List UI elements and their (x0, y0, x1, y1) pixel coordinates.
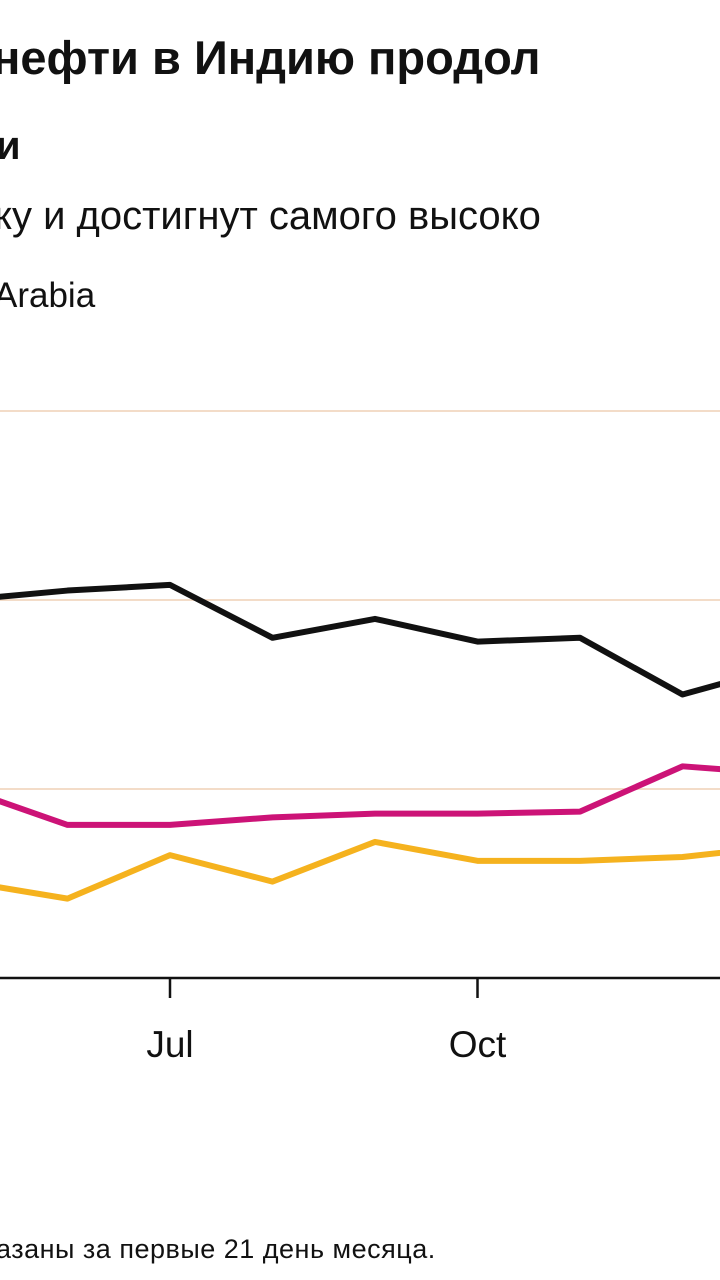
x-tick-label: Jul (146, 1024, 193, 1065)
data-point (477, 813, 478, 815)
data-point (169, 584, 171, 586)
data-point (682, 765, 683, 767)
data-point (169, 854, 171, 856)
data-point (272, 816, 273, 818)
data-point (682, 694, 683, 695)
data-point (682, 856, 683, 858)
series-line-1 (0, 581, 720, 698)
x-axis: Jul Oct (0, 976, 720, 1065)
data-point (477, 641, 478, 643)
chart-subtitle: ку и достигнут самого высоко (0, 194, 541, 238)
series-lines (0, 581, 720, 902)
data-point (272, 881, 273, 883)
x-tick-label: Oct (449, 1024, 507, 1065)
chart-title: нефти в Индию продол (0, 31, 541, 84)
gridlines (0, 410, 720, 790)
chart-title-line2: и (0, 124, 21, 168)
data-point (374, 618, 376, 620)
legend-label: Arabia (0, 276, 96, 315)
data-point (477, 860, 478, 862)
data-point (67, 590, 68, 592)
data-point (579, 637, 581, 639)
series-line-2 (0, 763, 720, 828)
data-point (272, 637, 273, 639)
series-line-3 (0, 838, 720, 902)
data-point (579, 811, 581, 813)
data-point (67, 898, 68, 900)
data-point (579, 860, 581, 862)
data-point (374, 841, 376, 843)
data-point (169, 824, 171, 826)
footnote: азаны за первые 21 день месяца. (0, 1234, 436, 1264)
data-point (67, 824, 68, 826)
data-point (374, 813, 376, 815)
